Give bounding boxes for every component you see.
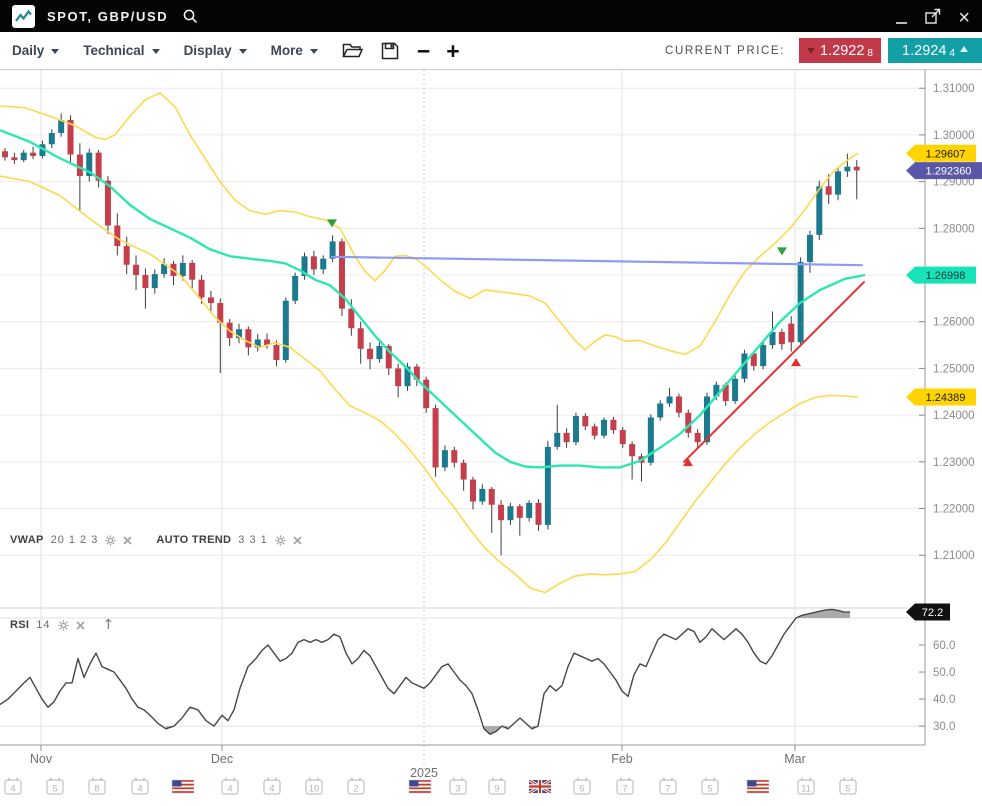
- search-icon[interactable]: [182, 8, 199, 25]
- menu-display[interactable]: Display: [184, 43, 247, 58]
- svg-text:1.30000: 1.30000: [933, 130, 975, 142]
- zoom-in-button[interactable]: +: [446, 37, 460, 64]
- vwap-settings-gear-icon[interactable]: [105, 534, 117, 546]
- svg-text:72.2: 72.2: [922, 607, 943, 619]
- svg-text:1.29607: 1.29607: [926, 148, 966, 160]
- svg-text:4: 4: [10, 784, 15, 795]
- open-folder-icon[interactable]: [342, 42, 363, 59]
- svg-text:1.21000: 1.21000: [933, 550, 975, 562]
- window-titlebar: SPOT, GBP/USD ×: [0, 0, 982, 32]
- svg-text:10: 10: [309, 784, 320, 795]
- svg-text:50.0: 50.0: [933, 667, 955, 679]
- vwap-indicator-params: 20 1 2 3: [50, 534, 99, 546]
- svg-text:6: 6: [579, 784, 584, 795]
- svg-text:3: 3: [455, 784, 460, 795]
- auto-trend-indicator-params: 3 3 1: [238, 534, 268, 546]
- bid-price-box: 1.2922 8: [799, 38, 881, 63]
- svg-text:1.22000: 1.22000: [933, 504, 975, 516]
- svg-text:4: 4: [227, 784, 232, 795]
- svg-text:Dec: Dec: [211, 752, 233, 766]
- vwap-indicator-label: VWAP: [10, 534, 44, 546]
- svg-text:1.292360: 1.292360: [926, 166, 972, 178]
- vwap-remove-icon[interactable]: [123, 535, 132, 545]
- svg-text:Nov: Nov: [30, 752, 53, 766]
- svg-text:1.24389: 1.24389: [926, 392, 966, 404]
- chevron-down-icon: [151, 49, 160, 54]
- svg-text:1.31000: 1.31000: [933, 83, 975, 95]
- svg-text:11: 11: [801, 784, 811, 795]
- menu-technical[interactable]: Technical: [83, 43, 160, 58]
- zoom-out-button[interactable]: −: [416, 37, 431, 64]
- rsi-settings-gear-icon[interactable]: [57, 619, 69, 631]
- ask-price-value: 1.2924: [902, 42, 947, 59]
- svg-text:1.23000: 1.23000: [933, 457, 975, 469]
- svg-text:4: 4: [137, 784, 142, 795]
- svg-text:1.26998: 1.26998: [926, 270, 966, 282]
- rsi-move-up-icon[interactable]: ↑: [102, 617, 115, 633]
- bid-price-pip: 8: [867, 47, 873, 59]
- indicator-labels-rsi: RSI 14 ↑: [10, 617, 114, 633]
- svg-text:5: 5: [52, 784, 57, 795]
- svg-text:1.25000: 1.25000: [933, 363, 975, 375]
- close-icon[interactable]: ×: [958, 7, 970, 29]
- svg-text:7: 7: [665, 784, 670, 795]
- auto-trend-remove-icon[interactable]: [293, 535, 302, 545]
- rsi-indicator-params: 14: [36, 619, 51, 631]
- app-logo-icon: [12, 4, 35, 28]
- ask-price-pip: 4: [949, 47, 955, 59]
- window-title: SPOT, GBP/USD: [47, 8, 169, 24]
- current-price-label: CURRENT PRICE:: [665, 44, 785, 57]
- chart-toolbar: Daily Technical Display More − + CURRENT…: [0, 32, 982, 70]
- svg-text:40.0: 40.0: [933, 694, 955, 706]
- ask-price-box: 1.2924 4: [888, 38, 982, 63]
- chevron-down-icon: [51, 49, 60, 54]
- svg-text:9: 9: [494, 784, 499, 795]
- svg-text:5: 5: [707, 784, 712, 795]
- svg-text:8: 8: [94, 784, 99, 795]
- svg-text:7: 7: [622, 784, 627, 795]
- svg-text:5: 5: [845, 784, 850, 795]
- popout-window-button[interactable]: [924, 7, 942, 25]
- minimize-button[interactable]: [895, 7, 908, 25]
- menu-more[interactable]: More: [271, 43, 318, 58]
- rsi-indicator-label: RSI: [10, 619, 30, 631]
- indicator-labels-main: VWAP 20 1 2 3 AUTO TREND 3 3 1: [10, 534, 302, 546]
- bid-price-value: 1.2922: [820, 42, 865, 59]
- chevron-down-icon: [309, 49, 318, 54]
- svg-text:30.0: 30.0: [933, 721, 955, 733]
- svg-text:60.0: 60.0: [933, 640, 955, 652]
- auto-trend-indicator-label: AUTO TREND: [156, 534, 232, 546]
- svg-text:1.26000: 1.26000: [933, 317, 975, 329]
- chevron-down-icon: [238, 49, 247, 54]
- svg-text:1.24000: 1.24000: [933, 410, 975, 422]
- svg-text:Feb: Feb: [611, 752, 633, 766]
- price-down-arrow-icon: [807, 47, 816, 54]
- svg-text:4: 4: [269, 784, 274, 795]
- svg-text:1.29000: 1.29000: [933, 177, 975, 189]
- save-icon[interactable]: [381, 42, 399, 60]
- rsi-remove-icon[interactable]: [75, 620, 85, 630]
- menu-daily[interactable]: Daily: [12, 43, 60, 58]
- svg-text:Mar: Mar: [784, 752, 806, 766]
- svg-text:1.28000: 1.28000: [933, 223, 975, 235]
- auto-trend-settings-gear-icon[interactable]: [275, 534, 286, 546]
- svg-text:2: 2: [353, 784, 358, 795]
- svg-text:2025: 2025: [410, 766, 438, 780]
- price-up-arrow-icon: [959, 45, 968, 52]
